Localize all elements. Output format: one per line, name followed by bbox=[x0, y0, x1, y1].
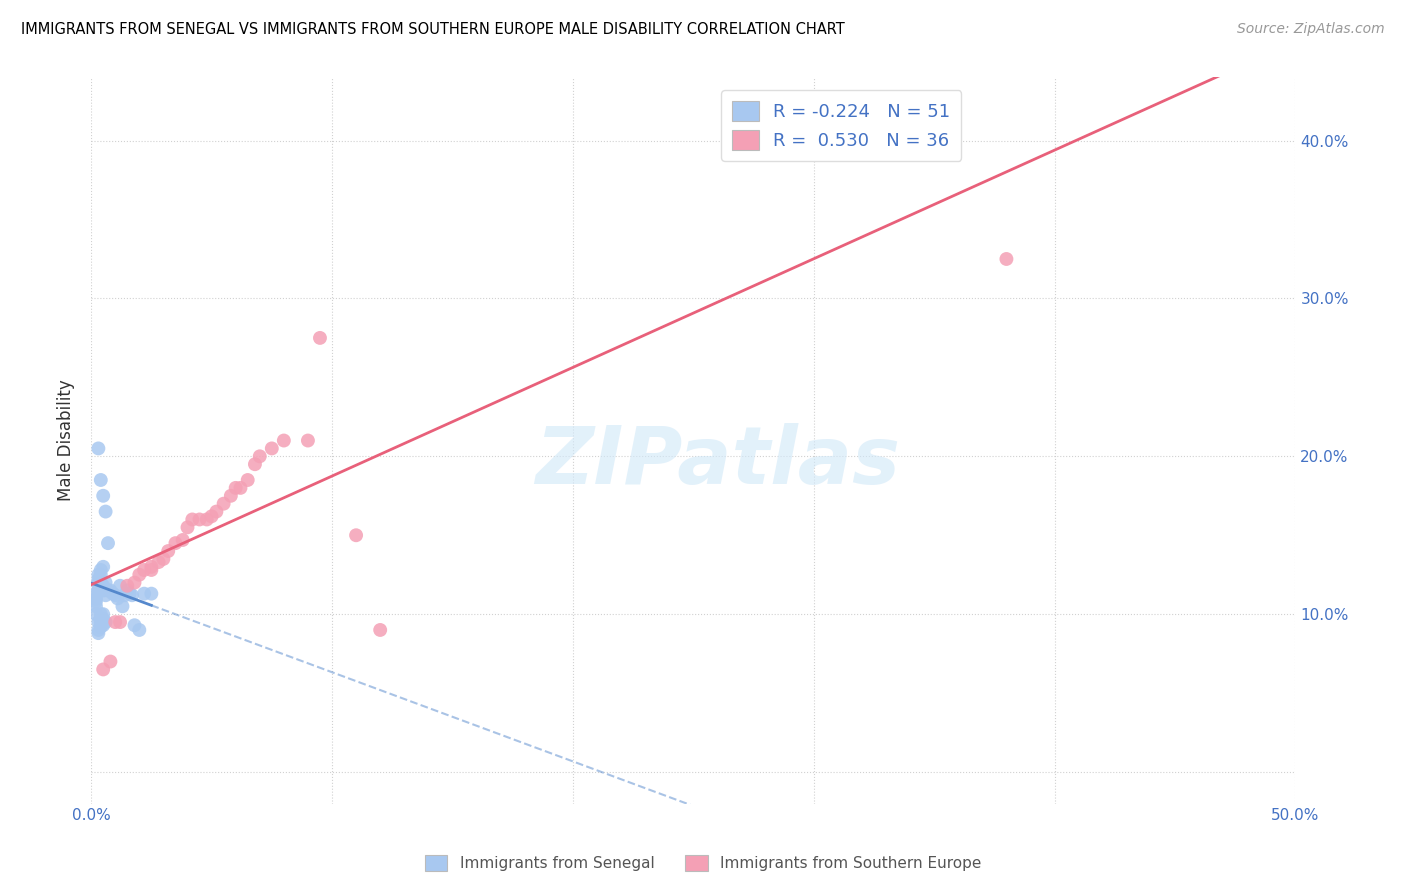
Point bbox=[84, 591, 107, 606]
Point bbox=[108, 615, 131, 629]
Point bbox=[90, 575, 112, 590]
Point bbox=[91, 662, 114, 676]
Point bbox=[104, 588, 127, 602]
Point bbox=[118, 587, 141, 601]
Point bbox=[128, 623, 150, 637]
Text: ZIPatlas: ZIPatlas bbox=[534, 424, 900, 501]
Point bbox=[94, 588, 117, 602]
Point bbox=[200, 509, 222, 524]
Point bbox=[84, 607, 107, 622]
Point bbox=[134, 587, 156, 601]
Point bbox=[84, 594, 107, 608]
Point bbox=[90, 583, 112, 598]
Point bbox=[128, 567, 150, 582]
Point bbox=[91, 489, 114, 503]
Point bbox=[87, 567, 110, 582]
Point bbox=[84, 599, 107, 614]
Point bbox=[87, 626, 110, 640]
Point bbox=[121, 588, 143, 602]
Point bbox=[90, 612, 112, 626]
Point bbox=[91, 618, 114, 632]
Point bbox=[87, 442, 110, 456]
Point bbox=[91, 583, 114, 598]
Point bbox=[107, 591, 129, 606]
Point bbox=[181, 512, 204, 526]
Point bbox=[117, 579, 139, 593]
Point bbox=[141, 563, 163, 577]
Point bbox=[114, 588, 136, 602]
Point bbox=[87, 575, 110, 590]
Point bbox=[84, 587, 107, 601]
Point bbox=[90, 607, 112, 622]
Point bbox=[165, 536, 187, 550]
Point bbox=[148, 555, 170, 569]
Point bbox=[91, 559, 114, 574]
Point bbox=[90, 579, 112, 593]
Text: IMMIGRANTS FROM SENEGAL VS IMMIGRANTS FROM SOUTHERN EUROPE MALE DISABILITY CORRE: IMMIGRANTS FROM SENEGAL VS IMMIGRANTS FR… bbox=[21, 22, 845, 37]
Point bbox=[225, 481, 247, 495]
Point bbox=[188, 512, 211, 526]
Point bbox=[219, 489, 242, 503]
Point bbox=[249, 450, 271, 464]
Point bbox=[124, 618, 146, 632]
Point bbox=[157, 544, 180, 558]
Point bbox=[117, 583, 139, 598]
Point bbox=[108, 579, 131, 593]
Point bbox=[87, 573, 110, 587]
Point bbox=[368, 623, 391, 637]
Point bbox=[205, 505, 228, 519]
Legend: Immigrants from Senegal, Immigrants from Southern Europe: Immigrants from Senegal, Immigrants from… bbox=[419, 849, 987, 877]
Point bbox=[995, 252, 1018, 266]
Point bbox=[152, 552, 174, 566]
Point bbox=[212, 497, 235, 511]
Point bbox=[91, 579, 114, 593]
Point bbox=[97, 583, 120, 598]
Point bbox=[236, 473, 259, 487]
Point bbox=[309, 331, 332, 345]
Point bbox=[87, 579, 110, 593]
Point bbox=[176, 520, 198, 534]
Point bbox=[344, 528, 367, 542]
Point bbox=[101, 587, 124, 601]
Point bbox=[87, 623, 110, 637]
Point bbox=[141, 559, 163, 574]
Point bbox=[243, 457, 266, 471]
Point bbox=[90, 567, 112, 582]
Point bbox=[260, 442, 283, 456]
Legend: R = -0.224   N = 51, R =  0.530   N = 36: R = -0.224 N = 51, R = 0.530 N = 36 bbox=[721, 90, 962, 161]
Point bbox=[172, 533, 194, 547]
Point bbox=[90, 563, 112, 577]
Point bbox=[104, 615, 127, 629]
Point bbox=[195, 512, 218, 526]
Point bbox=[124, 575, 146, 590]
Point bbox=[90, 473, 112, 487]
Y-axis label: Male Disability: Male Disability bbox=[58, 380, 75, 501]
Point bbox=[273, 434, 295, 448]
Point bbox=[297, 434, 319, 448]
Point bbox=[90, 615, 112, 629]
Point bbox=[100, 655, 122, 669]
Point bbox=[97, 536, 120, 550]
Point bbox=[94, 575, 117, 590]
Point bbox=[91, 607, 114, 622]
Point bbox=[229, 481, 252, 495]
Point bbox=[87, 583, 110, 598]
Point bbox=[91, 612, 114, 626]
Point bbox=[141, 587, 163, 601]
Point bbox=[111, 599, 134, 614]
Point bbox=[94, 505, 117, 519]
Point bbox=[922, 141, 945, 155]
Point bbox=[94, 615, 117, 629]
Point bbox=[90, 620, 112, 634]
Point bbox=[100, 583, 122, 598]
Text: Source: ZipAtlas.com: Source: ZipAtlas.com bbox=[1237, 22, 1385, 37]
Point bbox=[87, 615, 110, 629]
Point bbox=[134, 563, 156, 577]
